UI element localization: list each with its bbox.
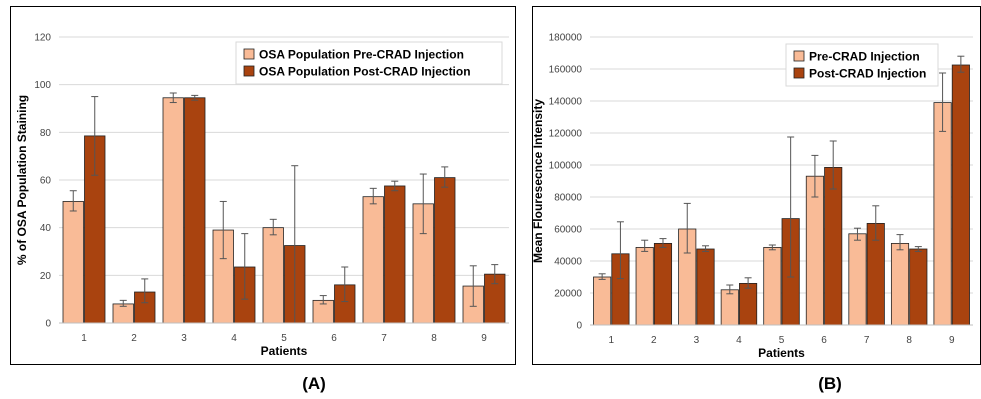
x-tick-label: 3 — [694, 335, 700, 346]
y-tick-label: 40000 — [554, 257, 582, 268]
bar-post — [384, 185, 406, 324]
x-tick-label: 9 — [949, 335, 955, 346]
y-tick-label: 120 — [34, 33, 51, 44]
x-tick-label: 1 — [81, 333, 87, 344]
bar-post — [696, 248, 715, 326]
legend-label: OSA Population Post-CRAD Injection — [259, 65, 471, 79]
bar-pre — [593, 276, 612, 326]
bar-pre — [720, 289, 739, 326]
x-tick-label: 5 — [779, 335, 785, 346]
chart-b-svg: 0 20000 40000 60000 80000 100000 120000 140000 1… — [533, 33, 973, 360]
chart-panel-a: 0 20 40 60 80 100 120 1 2 3 4 5 6 7 8 9 Patients % of OSA… — [10, 6, 516, 365]
x-tick-label: 7 — [381, 333, 387, 344]
y-tick-label: 140000 — [549, 97, 583, 108]
x-axis-title: Patients — [261, 344, 308, 358]
x-tick-label: 6 — [331, 333, 337, 344]
bar-post — [184, 97, 206, 324]
y-tick-label: 100000 — [549, 161, 583, 172]
x-tick-label: 1 — [608, 335, 614, 346]
legend-label: OSA Population Pre-CRAD Injection — [259, 48, 464, 62]
y-tick-label: 0 — [576, 321, 582, 332]
y-tick-label: 20000 — [554, 289, 582, 300]
bar-pre — [890, 242, 910, 326]
y-tick-label: 0 — [45, 319, 51, 330]
y-tick-label: 60000 — [554, 225, 582, 236]
y-tick-label: 180000 — [549, 33, 583, 44]
x-axis-title: Patients — [758, 346, 805, 360]
bar-post — [951, 64, 970, 326]
y-tick-label: 80000 — [554, 193, 582, 204]
x-tick-label: 5 — [281, 333, 287, 344]
bar-pre — [635, 246, 654, 326]
x-tick-label: 2 — [651, 335, 657, 346]
y-axis-title: Mean Flouresecnce Intensity — [533, 99, 545, 263]
y-tick-label: 40 — [40, 223, 52, 234]
legend-label: Pre-CRAD Injection — [809, 50, 920, 64]
bar-pre — [162, 97, 184, 324]
bar-post — [824, 166, 843, 326]
bar-post — [909, 248, 928, 326]
bar-pre — [848, 233, 867, 326]
y-axis-title: % of OSA Population Staining — [15, 95, 29, 265]
legend-box — [785, 43, 939, 87]
bar-post — [434, 177, 456, 324]
bar-pre — [933, 102, 952, 326]
caption-b: (B) — [818, 374, 842, 393]
y-tick-label: 60 — [40, 176, 52, 187]
x-tick-label: 7 — [864, 335, 870, 346]
x-tick-label: 2 — [131, 333, 137, 344]
legend: Pre-CRAD Injection Post-CRAD Injection — [785, 43, 939, 87]
legend-swatch-pre — [243, 48, 255, 60]
bar-pre — [763, 246, 782, 326]
legend-swatch-pre — [793, 50, 805, 62]
x-tick-label: 8 — [906, 335, 912, 346]
x-tick-label: 8 — [431, 333, 437, 344]
y-tick-label: 80 — [40, 128, 52, 139]
bar-post — [653, 242, 673, 326]
bar-pre — [805, 175, 824, 326]
bar-pre — [362, 196, 384, 324]
legend-label: Post-CRAD Injection — [809, 67, 926, 81]
y-tick-label: 120000 — [549, 129, 583, 140]
chart-a-svg: 0 20 40 60 80 100 120 1 2 3 4 5 6 7 8 9 Patients % of OSA… — [15, 33, 509, 358]
x-tick-label: 9 — [481, 333, 487, 344]
bar-post — [739, 282, 758, 326]
legend: OSA Population Pre-CRAD Injection OSA Pop… — [235, 41, 503, 85]
y-tick-label: 20 — [40, 271, 52, 282]
x-tick-label: 4 — [736, 335, 742, 346]
bar-pre — [262, 227, 284, 324]
x-tick-label: 6 — [821, 335, 827, 346]
y-tick-label: 160000 — [549, 65, 583, 76]
legend-box — [235, 41, 503, 85]
chart-panel-b: 0 20000 40000 60000 80000 100000 120000 140000 1… — [532, 6, 981, 365]
legend-swatch-post — [793, 67, 805, 79]
bar-pre — [62, 201, 84, 324]
x-tick-label: 4 — [231, 333, 237, 344]
caption-a: (A) — [302, 374, 326, 393]
y-tick-label: 100 — [34, 80, 51, 91]
x-tick-label: 3 — [181, 333, 187, 344]
legend-swatch-post — [243, 65, 255, 77]
